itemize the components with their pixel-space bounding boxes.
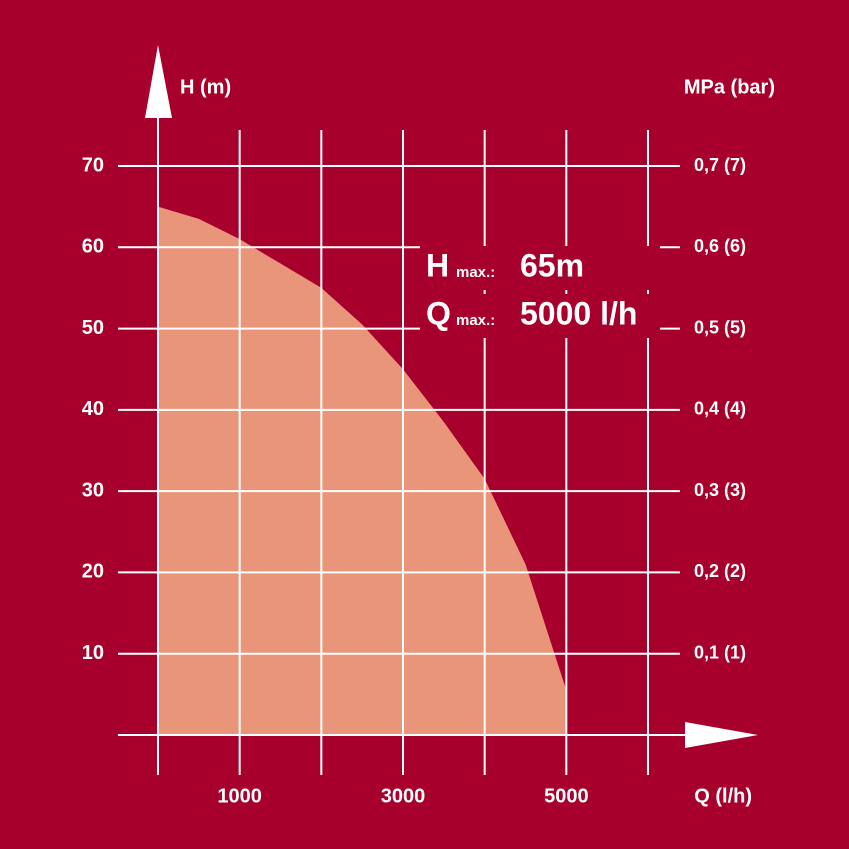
- y-axis-label: H (m): [180, 76, 231, 98]
- annotation-value: 65m: [520, 247, 584, 283]
- y-tick-label: 60: [82, 236, 104, 258]
- x-axis-label: Q (l/h): [694, 785, 752, 807]
- y2-tick-label: 0,5 (5): [694, 317, 746, 337]
- y2-axis-label: MPa (bar): [684, 76, 775, 98]
- y2-tick-label: 0,7 (7): [694, 155, 746, 175]
- y-tick-label: 40: [82, 398, 104, 420]
- y-tick-label: 10: [82, 642, 104, 664]
- y2-tick-label: 0,4 (4): [694, 399, 746, 419]
- annotation-background: [420, 246, 660, 290]
- x-tick-label: 5000: [544, 785, 589, 807]
- y-tick-label: 20: [82, 561, 104, 583]
- y-tick-label: 50: [82, 317, 104, 339]
- y2-tick-label: 0,3 (3): [694, 480, 746, 500]
- area: [158, 206, 567, 736]
- annotation-letter: H: [426, 247, 449, 283]
- x-axis-arrow: [685, 722, 758, 748]
- y-tick-label: 70: [82, 154, 104, 176]
- y2-tick-label: 0,2 (2): [694, 561, 746, 581]
- y2-tick-label: 0,6 (6): [694, 236, 746, 256]
- y-axis-arrow: [145, 45, 172, 118]
- annotation-background: [420, 294, 660, 338]
- annotation-letter: Q: [426, 295, 451, 331]
- y-tick-label: 30: [82, 479, 104, 501]
- annotation-value: 5000 l/h: [520, 295, 637, 331]
- x-tick-label: 1000: [217, 785, 262, 807]
- x-tick-label: 3000: [381, 785, 426, 807]
- y2-tick-label: 0,1 (1): [694, 642, 746, 662]
- annotation-sub: max.:: [456, 264, 495, 281]
- annotation-sub: max.:: [456, 312, 495, 329]
